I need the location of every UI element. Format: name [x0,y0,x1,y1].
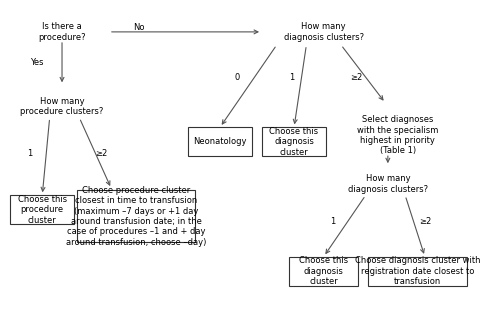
Text: ≥2: ≥2 [96,149,108,158]
Text: Neonatology: Neonatology [194,138,247,146]
Text: Choose this
diagnosis
cluster: Choose this diagnosis cluster [299,256,348,286]
Text: 1: 1 [28,149,32,158]
Text: How many
procedure clusters?: How many procedure clusters? [20,97,103,116]
Text: No: No [134,22,145,32]
Text: 1: 1 [330,216,335,226]
Text: Choose procedure cluster
closest in time to transfusion
(maximum –7 days or +1 d: Choose procedure cluster closest in time… [66,186,206,247]
Text: Choose diagnosis cluster with
registration date closest to
transfusion: Choose diagnosis cluster with registrati… [354,256,480,286]
Text: ≥2: ≥2 [419,216,431,226]
Text: Is there a
procedure?: Is there a procedure? [38,22,86,41]
Bar [262,127,326,156]
Text: ≥2: ≥2 [350,73,362,82]
Text: 1: 1 [289,73,294,82]
Text: How many
diagnosis clusters?: How many diagnosis clusters? [348,174,428,193]
Text: Yes: Yes [30,58,44,67]
Bar [10,195,74,224]
Text: Choose this
procedure
cluster: Choose this procedure cluster [18,195,67,225]
Bar [188,127,252,156]
Bar [289,257,358,286]
Text: Choose this
diagnosis
cluster: Choose this diagnosis cluster [270,127,318,157]
Text: How many
diagnosis clusters?: How many diagnosis clusters? [284,22,364,41]
Bar [77,190,196,242]
Text: 0: 0 [234,73,240,82]
Bar [368,257,467,286]
Text: Select diagnoses
with the specialism
highest in priority
(Table 1): Select diagnoses with the specialism hig… [357,115,438,156]
